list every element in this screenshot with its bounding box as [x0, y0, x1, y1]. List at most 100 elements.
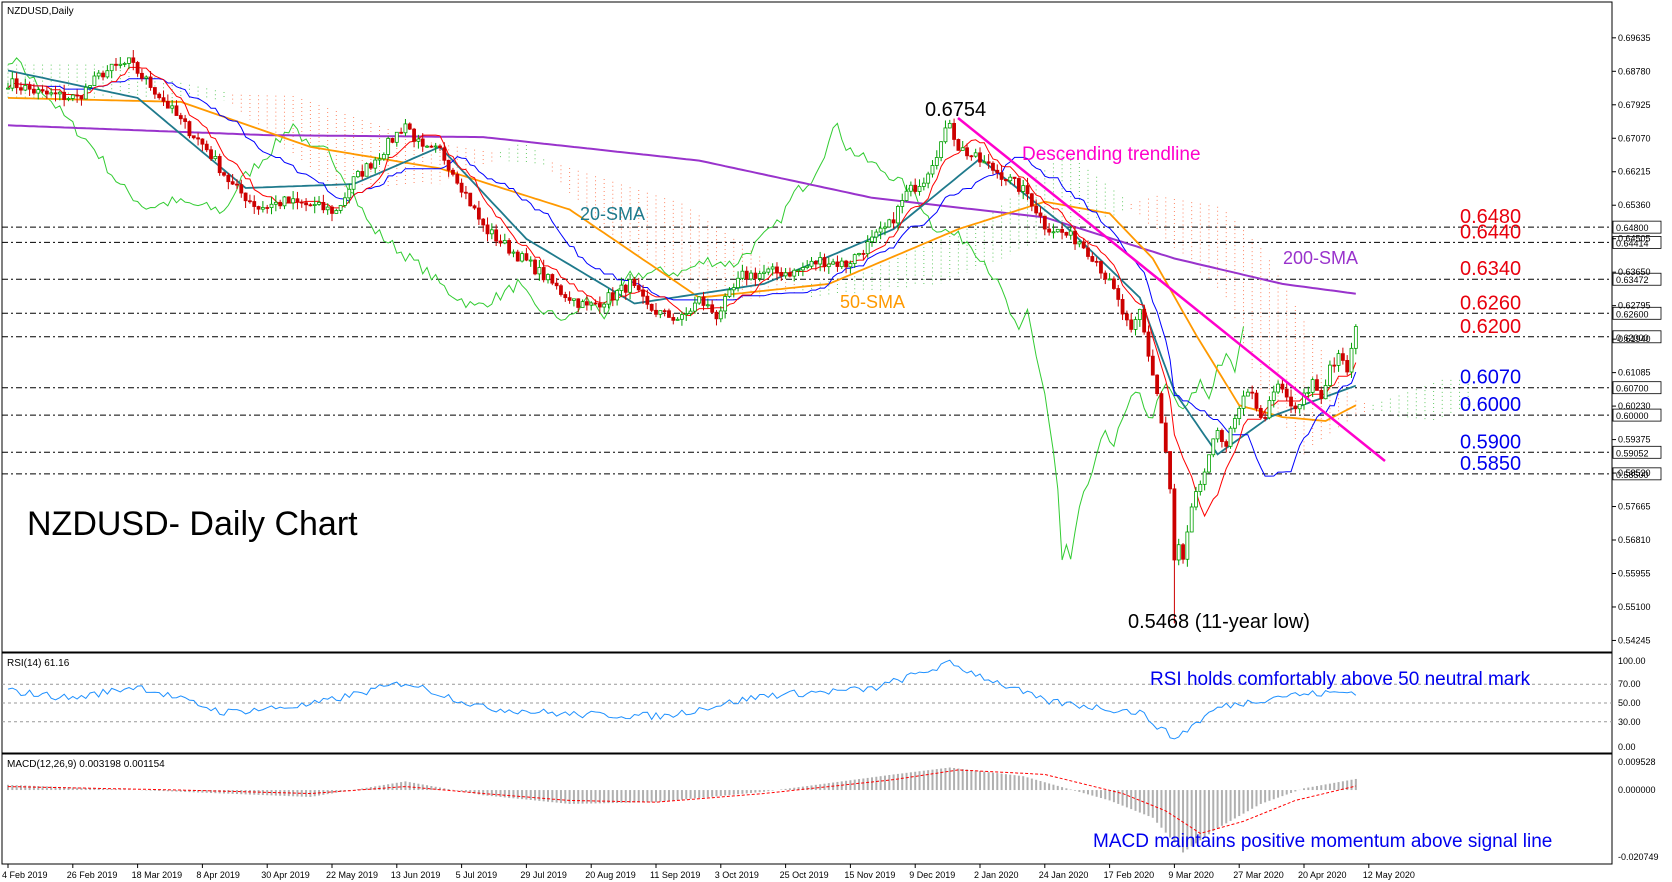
- candle-body: [731, 287, 736, 291]
- candle-body: [1189, 506, 1194, 533]
- date-tick-label: 9 Dec 2019: [909, 870, 955, 880]
- candle-body: [956, 139, 961, 151]
- descending-trendline: [957, 117, 1386, 462]
- candle-body: [1176, 544, 1181, 561]
- candle-body: [1051, 231, 1056, 234]
- candle-body: [1064, 231, 1069, 236]
- candle-body: [649, 303, 654, 311]
- candle-body: [1047, 228, 1052, 233]
- axis-level-box: [1612, 381, 1662, 395]
- candle-body: [1254, 392, 1259, 409]
- candle-body: [256, 206, 261, 210]
- candle-body: [489, 229, 494, 235]
- candle-body: [606, 292, 611, 305]
- candle-body: [857, 253, 861, 256]
- axis-level-label: 0.62000: [1616, 333, 1649, 343]
- candle-body: [230, 181, 235, 185]
- candle-body: [537, 267, 542, 275]
- candle-body: [1120, 299, 1125, 315]
- candle-body: [1008, 176, 1013, 182]
- candle-body: [161, 97, 166, 102]
- candle-body: [533, 259, 537, 275]
- candle-body: [235, 183, 239, 186]
- chikou-span-line: [7, 57, 1244, 561]
- candle-body: [848, 263, 853, 268]
- date-tick-label: 13 Jun 2019: [391, 870, 441, 880]
- candle-body: [597, 303, 602, 308]
- candle-body: [546, 274, 550, 281]
- price-tick-label: 0.60230: [1618, 401, 1651, 411]
- candle-body: [32, 88, 36, 94]
- candle-body: [1012, 176, 1017, 179]
- candle-body: [269, 203, 274, 208]
- candle-body: [1194, 491, 1198, 508]
- candle-body: [459, 182, 464, 193]
- chart-name-label: NZDUSD- Daily Chart: [27, 505, 358, 543]
- candle-body: [1271, 391, 1276, 401]
- date-tick-label: 12 May 2020: [1363, 870, 1415, 880]
- candle-body: [762, 271, 766, 274]
- high-label: 0.6754: [925, 99, 986, 121]
- candle-body: [170, 105, 175, 109]
- candle-body: [1336, 353, 1341, 366]
- candle-body: [1146, 331, 1151, 357]
- sma200-label: 200-SMA: [1283, 248, 1358, 268]
- date-tick-label: 27 Mar 2020: [1233, 870, 1284, 880]
- candle-body: [451, 169, 455, 175]
- candle-body: [343, 197, 347, 206]
- candle-body: [1055, 228, 1060, 233]
- candle-body: [88, 85, 92, 88]
- candle-body: [541, 267, 546, 281]
- candle-body: [1241, 395, 1246, 409]
- candle-body: [593, 302, 598, 305]
- price-tick-label: 0.66215: [1618, 167, 1651, 177]
- candle-body: [1349, 347, 1354, 373]
- candle-body: [1293, 405, 1298, 410]
- candle-body: [40, 89, 45, 92]
- candle-body: [429, 145, 434, 148]
- candle-body: [628, 279, 632, 293]
- candle-body: [723, 296, 728, 312]
- candle-body: [239, 184, 244, 194]
- candle-body: [701, 296, 706, 306]
- candle-body: [878, 227, 883, 233]
- candle-body: [1038, 212, 1043, 217]
- candle-body: [1116, 288, 1121, 300]
- candle-body: [550, 274, 555, 284]
- axis-level-box: [1612, 445, 1662, 459]
- candle-body: [368, 163, 373, 169]
- candle-body: [446, 159, 451, 171]
- candle-body: [96, 72, 101, 77]
- candle-body: [312, 203, 317, 206]
- candle-body: [900, 200, 905, 207]
- candle-body: [520, 253, 524, 262]
- candle-body: [636, 285, 641, 291]
- candle-body: [1181, 544, 1185, 560]
- price-tick-label: 0.57665: [1618, 502, 1651, 512]
- candle-body: [554, 282, 559, 287]
- candle-body: [589, 302, 594, 306]
- date-tick-label: 17 Feb 2020: [1104, 870, 1155, 880]
- candle-body: [779, 271, 784, 277]
- candle-body: [217, 156, 222, 174]
- candle-body: [498, 240, 503, 244]
- candle-body: [835, 261, 840, 267]
- candle-body: [131, 57, 136, 63]
- date-tick-label: 15 Nov 2019: [844, 870, 895, 880]
- axis-level-label: 0.60700: [1616, 384, 1649, 394]
- candle-body: [394, 131, 399, 143]
- rsi-tick-label: 30.00: [1618, 717, 1641, 727]
- candle-body: [1124, 313, 1129, 321]
- candle-body: [1129, 319, 1134, 330]
- candle-body: [675, 318, 680, 321]
- axis-level-label: 0.64414: [1616, 238, 1649, 248]
- candle-body: [831, 261, 836, 265]
- candle-body: [1340, 353, 1345, 361]
- price-tick-label: 0.67925: [1618, 100, 1651, 110]
- candle-body: [1081, 241, 1086, 249]
- candle-body: [36, 89, 41, 94]
- candle-body: [870, 236, 874, 242]
- candle-body: [965, 147, 969, 157]
- candle-body: [619, 284, 624, 291]
